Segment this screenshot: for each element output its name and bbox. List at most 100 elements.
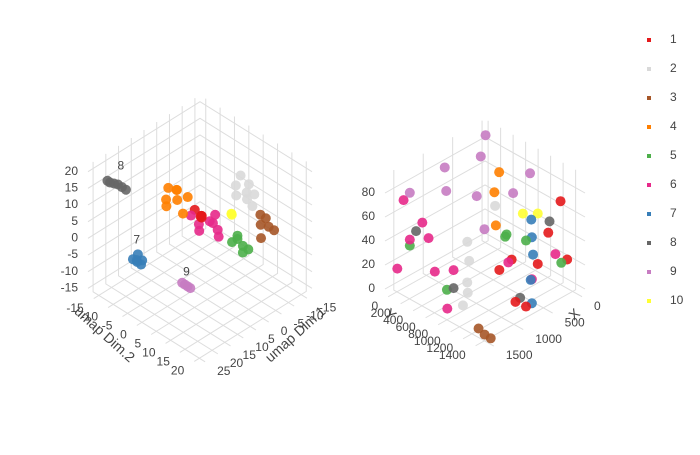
data-point [500, 231, 511, 242]
data-point [490, 220, 501, 231]
z-tick-label: 15 [65, 181, 79, 195]
grid-line [194, 98, 308, 299]
data-point [543, 227, 554, 238]
data-point [448, 265, 459, 276]
legend-marker [647, 154, 651, 158]
data-point [525, 168, 536, 179]
data-point [392, 263, 403, 274]
x-tick-label: -15 [319, 300, 337, 314]
x-tick-label: 20 [230, 356, 244, 370]
legend-marker [647, 67, 651, 71]
data-point [494, 167, 505, 178]
data-point [462, 236, 473, 247]
data-point [255, 209, 266, 220]
z-tick-label: 20 [65, 164, 79, 178]
grid-line [400, 127, 502, 305]
scene: -15-10-50510152025-15-10-505101520-15-10… [61, 98, 337, 378]
grid-line [475, 169, 577, 347]
data-point [490, 200, 501, 211]
x-tick-label: 500 [565, 315, 585, 329]
data-point [462, 277, 473, 288]
data-point [185, 210, 196, 221]
data-point [471, 191, 482, 202]
grid-line [181, 106, 295, 307]
y-tick-label: 400 [383, 313, 403, 327]
grid-line [179, 152, 293, 353]
data-point [417, 217, 428, 228]
y-tick-label: 0 [120, 328, 127, 342]
data-point [532, 208, 543, 219]
grid-line [92, 161, 206, 363]
y-tick-label: -5 [102, 319, 113, 333]
grid-line [93, 98, 207, 300]
data-point [510, 296, 521, 307]
grid-line [384, 232, 586, 290]
legend-label: 6 [670, 177, 677, 191]
legend-label: 8 [670, 235, 677, 249]
data-point [550, 249, 561, 260]
data-point [263, 221, 274, 232]
z-tick-label: 40 [362, 233, 376, 247]
data-point [237, 240, 248, 251]
legend-marker [647, 299, 651, 303]
data-point [494, 264, 505, 275]
grid-line [87, 134, 313, 206]
data-point [475, 151, 486, 162]
grid-line [87, 117, 313, 189]
legend-label: 4 [670, 119, 677, 133]
z-tick-label: 20 [362, 257, 376, 271]
data-point [528, 249, 539, 260]
x-tick-label: -10 [306, 308, 324, 322]
y-tick-label: 0 [371, 299, 378, 313]
data-point [429, 266, 440, 277]
data-point [163, 182, 174, 193]
legend-label: 9 [670, 264, 677, 278]
annotation: 8 [117, 158, 124, 172]
y-tick-label: 800 [408, 327, 428, 341]
grid-line [122, 116, 235, 317]
y-tick-label: 20 [171, 364, 185, 378]
legend-label: 5 [670, 148, 677, 162]
data-point [256, 233, 267, 244]
z-tick-label: -5 [67, 247, 78, 261]
x-tick-label: 10 [255, 340, 269, 354]
y-tick-label: -15 [66, 301, 84, 315]
x-tick-label: 25 [217, 364, 231, 378]
z-tick-label: 60 [362, 209, 376, 223]
legend-marker [647, 270, 651, 274]
data-point [132, 256, 143, 267]
data-point [194, 225, 205, 236]
grid-line [156, 122, 269, 323]
data-point [411, 226, 422, 237]
data-point [532, 258, 543, 269]
legend-marker [647, 38, 651, 42]
data-point [207, 218, 218, 229]
z-tick-label: 10 [65, 197, 79, 211]
y-tick-label: -10 [81, 310, 99, 324]
grid-line [425, 141, 527, 319]
data-point [182, 192, 193, 203]
data-point [232, 230, 243, 241]
y-tick-label: 1000 [414, 334, 441, 348]
legend-label: 1 [670, 32, 677, 46]
legend-marker [647, 212, 651, 216]
y-tick-label: 600 [396, 320, 416, 334]
legend-label: 3 [670, 90, 677, 104]
data-point [161, 201, 172, 212]
scene: 0500100015000200400600800100012001400020… [362, 120, 601, 362]
data-point [102, 175, 113, 186]
data-point [404, 234, 415, 245]
data-point [210, 209, 221, 220]
z-tick-label: -15 [61, 281, 79, 295]
z-tick-label: 0 [71, 231, 78, 245]
x-tick-label: 15 [243, 348, 257, 362]
data-point [441, 186, 452, 197]
data-point [171, 184, 182, 195]
y-tick-label: 1400 [439, 348, 466, 362]
legend-marker [647, 183, 651, 187]
z-tick-label: 5 [71, 214, 78, 228]
data-point [555, 196, 566, 207]
data-point [249, 189, 260, 200]
data-point [479, 224, 490, 235]
